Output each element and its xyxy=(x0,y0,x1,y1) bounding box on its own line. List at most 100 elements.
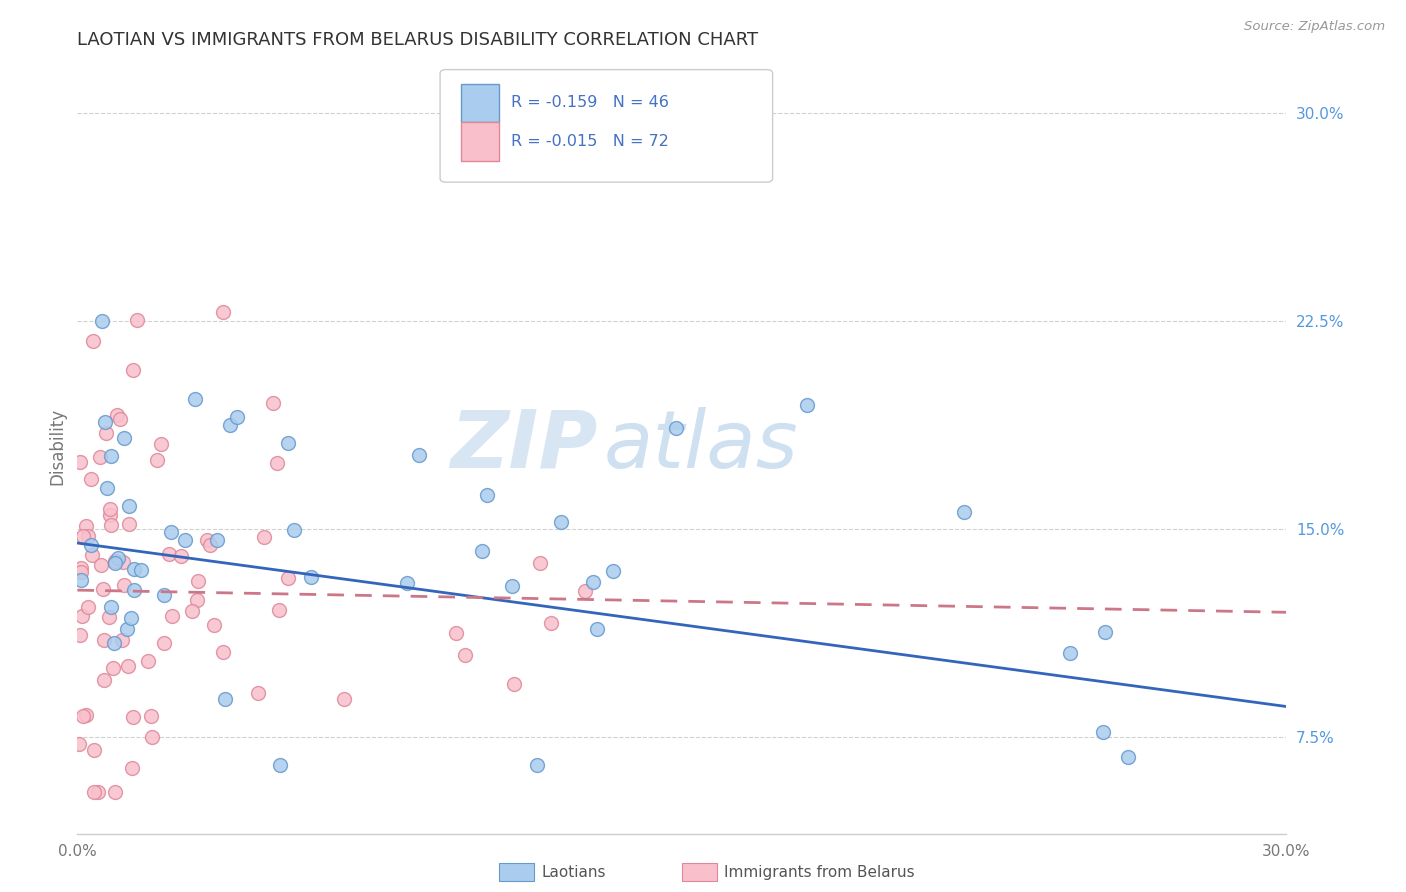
Point xyxy=(226,409,249,424)
Text: Source: ZipAtlas.com: Source: ZipAtlas.com xyxy=(1244,20,1385,33)
Point xyxy=(104,785,127,799)
Text: R = -0.159   N = 46: R = -0.159 N = 46 xyxy=(512,95,669,111)
Point xyxy=(104,554,127,568)
Point xyxy=(136,654,159,668)
Point xyxy=(112,578,135,592)
Point xyxy=(471,544,494,558)
Point xyxy=(1091,724,1114,739)
Point xyxy=(953,505,976,519)
Point xyxy=(97,609,120,624)
Point xyxy=(120,611,142,625)
Point xyxy=(212,305,235,319)
Point xyxy=(111,555,134,569)
Point xyxy=(149,437,172,451)
Point xyxy=(200,538,222,552)
Point xyxy=(267,602,290,616)
Point xyxy=(72,529,94,543)
Point xyxy=(80,538,103,552)
Point xyxy=(454,648,477,662)
Point xyxy=(83,785,105,799)
Point xyxy=(122,710,145,724)
Point xyxy=(157,547,180,561)
Point xyxy=(111,632,134,647)
Point xyxy=(96,482,118,496)
Point xyxy=(205,533,228,547)
Point xyxy=(98,502,121,516)
Point xyxy=(301,570,323,584)
Point xyxy=(160,609,183,624)
Point xyxy=(152,635,174,649)
Point xyxy=(253,530,276,544)
Point xyxy=(269,757,291,772)
Point xyxy=(103,661,125,675)
Point xyxy=(122,363,145,377)
Point xyxy=(90,558,112,573)
Point xyxy=(131,563,153,577)
Point xyxy=(80,548,103,562)
Point xyxy=(665,420,688,434)
Point xyxy=(181,604,204,618)
Point xyxy=(69,737,91,751)
Point xyxy=(160,525,183,540)
Point xyxy=(582,574,605,589)
Point xyxy=(100,599,122,614)
Point xyxy=(333,692,356,706)
Point xyxy=(69,565,91,579)
Point xyxy=(107,550,129,565)
Point xyxy=(114,431,136,445)
Bar xyxy=(461,122,499,161)
Point xyxy=(117,659,139,673)
Text: LAOTIAN VS IMMIGRANTS FROM BELARUS DISABILITY CORRELATION CHART: LAOTIAN VS IMMIGRANTS FROM BELARUS DISAB… xyxy=(77,31,758,49)
Point xyxy=(526,757,548,772)
Point xyxy=(475,488,498,502)
Point xyxy=(141,709,163,723)
Point xyxy=(93,632,115,647)
Point xyxy=(186,593,208,607)
Point xyxy=(75,519,97,533)
Point xyxy=(118,500,141,514)
Point xyxy=(98,508,121,523)
Point xyxy=(118,517,141,532)
Point xyxy=(152,588,174,602)
Point xyxy=(100,518,122,533)
Text: Immigrants from Belarus: Immigrants from Belarus xyxy=(724,865,915,880)
Point xyxy=(277,435,299,450)
Bar xyxy=(461,84,499,122)
Point xyxy=(195,533,218,547)
Point xyxy=(93,673,115,687)
Point xyxy=(108,412,131,426)
Point xyxy=(121,760,143,774)
Point xyxy=(75,708,97,723)
Text: R = -0.015   N = 72: R = -0.015 N = 72 xyxy=(512,135,669,149)
Point xyxy=(446,625,468,640)
Y-axis label: Disability: Disability xyxy=(48,408,66,484)
Point xyxy=(127,313,149,327)
Point xyxy=(104,556,127,570)
Point xyxy=(91,582,114,596)
Point xyxy=(262,396,284,410)
Point xyxy=(122,561,145,575)
Point xyxy=(94,415,117,429)
Point xyxy=(105,408,128,422)
Point xyxy=(72,709,94,723)
Point xyxy=(550,515,572,529)
Point xyxy=(218,417,240,432)
Point xyxy=(69,628,91,642)
Point xyxy=(408,448,430,462)
Point xyxy=(187,574,209,588)
Point xyxy=(796,398,818,412)
Point xyxy=(96,425,118,440)
Point xyxy=(103,636,125,650)
Point xyxy=(502,677,524,691)
Point xyxy=(79,472,101,486)
Point xyxy=(146,452,169,467)
Point xyxy=(202,618,225,632)
Point xyxy=(1059,646,1081,660)
Point xyxy=(70,609,93,624)
Point xyxy=(501,579,523,593)
Point xyxy=(1094,624,1116,639)
Point xyxy=(87,785,110,799)
Point xyxy=(170,549,193,563)
Point xyxy=(586,622,609,636)
Point xyxy=(283,523,305,537)
